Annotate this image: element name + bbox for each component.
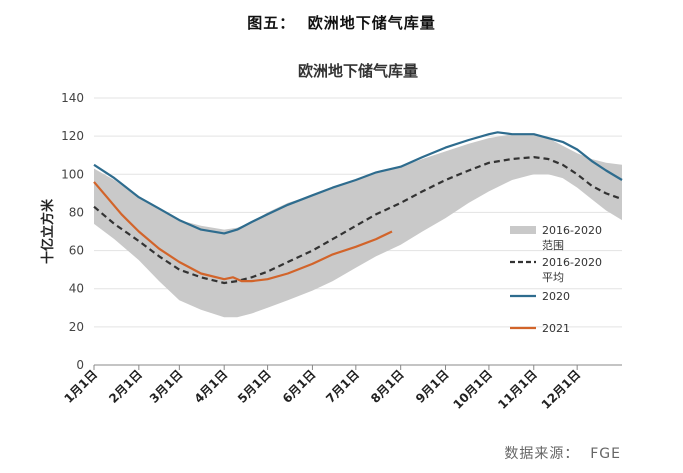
y-axis-label: 十亿立方米 xyxy=(40,198,56,264)
x-tick-label: 12月1日 xyxy=(539,367,584,412)
legend-label: 2020 xyxy=(542,290,570,303)
legend-swatch-band xyxy=(510,226,536,234)
chart-title: 欧洲地下储气库量 xyxy=(298,62,418,80)
series-line-2020 xyxy=(93,131,623,235)
x-tick-label: 11月1日 xyxy=(495,367,540,412)
y-tick-label: 100 xyxy=(61,167,84,181)
legend-label: 2016-2020 平均 xyxy=(542,256,602,284)
x-tick-label: 7月1日 xyxy=(323,367,362,406)
legend: 2016-2020 范围 2016-2020 平均 2020 2021 xyxy=(510,224,602,335)
y-tick-label: 80 xyxy=(69,205,84,219)
x-tick-label: 9月1日 xyxy=(413,367,452,406)
x-tick-label: 1月1日 xyxy=(61,367,100,406)
legend-label: 2016-2020 范围 xyxy=(542,224,602,252)
series-line-2016-2020- xyxy=(93,156,623,285)
y-tick-labels: 0 20 40 60 80 100 120 140 xyxy=(61,91,84,372)
x-tick-label: 2月1日 xyxy=(106,367,145,406)
range-band xyxy=(94,134,622,318)
x-tick-label: 10月1日 xyxy=(450,367,495,412)
x-tick-labels: 1月1日 2月1日 3月1日 4月1日 5月1日 6月1日 7月1日 8月1日 9月1日10月1… xyxy=(61,367,583,412)
figure-title: 图五： 欧洲地下储气库量 xyxy=(247,14,436,32)
series-lines-layer xyxy=(93,131,623,285)
x-tick-label: 6月1日 xyxy=(280,367,319,406)
source-note: 数据来源： FGE xyxy=(504,446,621,462)
range-band-layer xyxy=(94,134,622,318)
x-tick-label: 4月1日 xyxy=(192,367,231,406)
y-tick-label: 60 xyxy=(69,244,84,258)
x-tick-label: 8月1日 xyxy=(368,367,407,406)
x-tick-label: 5月1日 xyxy=(235,367,274,406)
y-tick-label: 120 xyxy=(61,129,84,143)
y-tick-label: 0 xyxy=(76,358,84,372)
series-line-2021 xyxy=(93,181,393,283)
y-tick-label: 20 xyxy=(69,320,84,334)
y-tick-label: 40 xyxy=(69,282,84,296)
axes xyxy=(93,364,622,370)
y-tick-label: 140 xyxy=(61,91,84,105)
x-tick-label: 3月1日 xyxy=(147,367,186,406)
legend-label: 2021 xyxy=(542,322,570,335)
